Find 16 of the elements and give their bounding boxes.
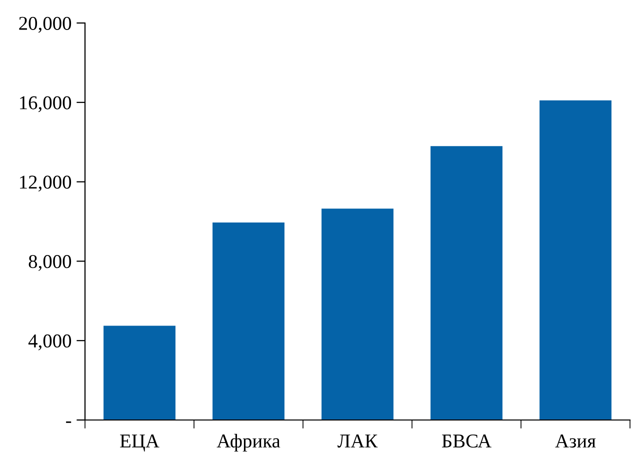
- bar: [540, 100, 612, 420]
- bar: [322, 208, 394, 420]
- y-tick-label: 20,000: [19, 16, 72, 33]
- y-tick-label: -: [66, 421, 72, 423]
- y-tick-label: 8,000: [28, 255, 72, 271]
- x-tick-label: ЕЦА: [120, 434, 160, 452]
- y-tick-label: 12,000: [20, 176, 72, 192]
- y-tick-label: 16,000: [20, 96, 72, 112]
- x-tick-label: БВСА: [442, 434, 492, 448]
- x-tick-label: Азия: [555, 434, 596, 448]
- x-tick-label: ЛАК: [338, 434, 378, 448]
- bar: [104, 326, 176, 420]
- x-tick-label: Африка: [216, 434, 280, 452]
- bar: [430, 146, 502, 420]
- y-tick-label: 4,000: [28, 334, 72, 350]
- bar: [212, 222, 284, 420]
